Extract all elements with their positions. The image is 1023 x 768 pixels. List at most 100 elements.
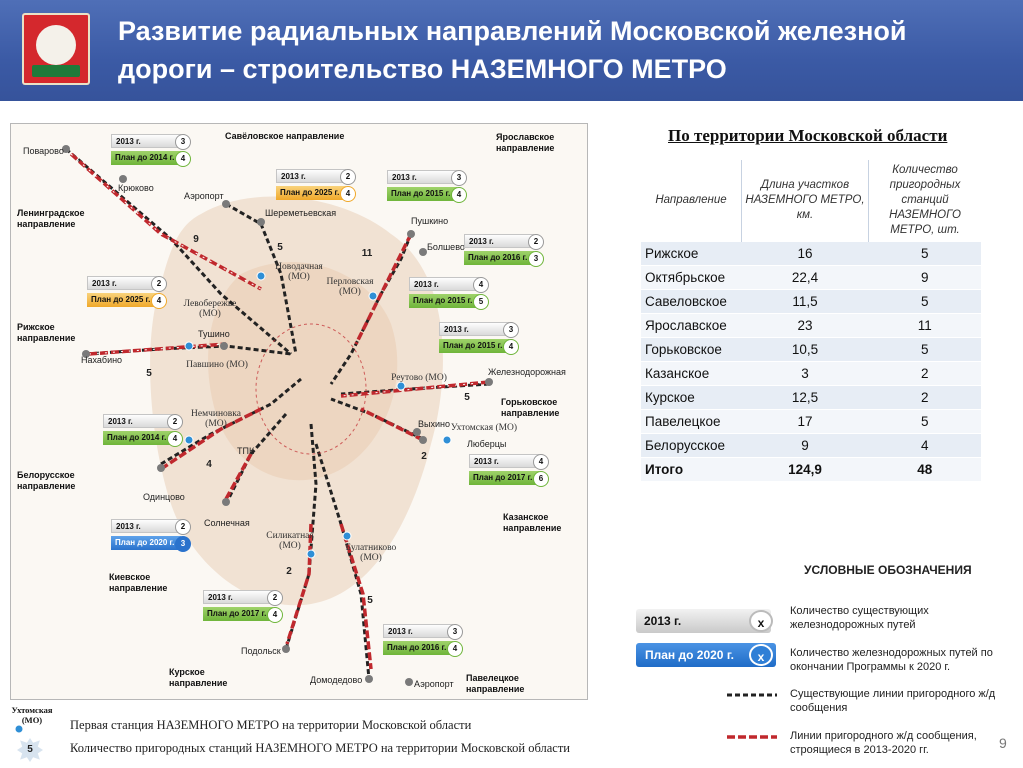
station-zheleznodorozhnaya: Железнодорожная [488, 367, 566, 377]
cell-stations: 5 [868, 289, 981, 314]
cell-direction: Белорусское [641, 433, 742, 458]
direction-paveletsky: Павелецкое направление [466, 673, 525, 694]
badge-plan: План до 2014 г. [111, 151, 181, 165]
cell-stations: 9 [868, 265, 981, 290]
station-nakhabino: Нахабино [81, 355, 123, 365]
sample-station-label: Ухтомская (МО) [11, 705, 53, 725]
station-odintsovo: Одинцово [143, 492, 185, 502]
badge-plan: План до 2014 г. [103, 431, 173, 445]
cell-direction: Павелецкое [641, 409, 742, 434]
table-row: Казанское 3 2 [641, 361, 981, 386]
cell-total: 48 [868, 457, 981, 481]
station-povarovo: Поварово [23, 146, 64, 156]
cell-direction: Рижское [641, 241, 742, 266]
cell-stations: 2 [868, 361, 981, 386]
legend-text-existing: Количество существующих железнодорожных … [790, 605, 929, 631]
badge-year: 2013 г. [111, 134, 181, 148]
station-pushkino: Пушкино [411, 216, 449, 226]
cell-length: 11,5 [741, 289, 869, 314]
badge-plan: План до 2015 г. [387, 187, 457, 201]
badge-plan-value: 4 [340, 186, 356, 202]
track-count-badge: 2013 г. 4 План до 2015 г. 5 [409, 277, 499, 310]
badge-plan: План до 2025 г. [87, 293, 157, 307]
table-title: По территории Московской области [668, 126, 948, 145]
stations-count-star: 5 [267, 236, 293, 260]
badge-year: 2013 г. [276, 169, 346, 183]
badge-year-value: 4 [533, 454, 549, 470]
stations-table: Направление Длина участков НАЗЕМНОГО МЕТ… [641, 160, 981, 481]
legend-x-circle-blue: х [749, 644, 773, 666]
legend-text-new-line: Линии пригородного ж/д сообщения, строящ… [790, 730, 977, 756]
badge-year-value: 2 [175, 519, 191, 535]
badge-plan-value: 4 [167, 431, 183, 447]
track-count-badge: 2013 г. 3 План до 2015 г. 4 [439, 322, 529, 355]
station-sheremetyevo: Шереметьевская [265, 208, 337, 218]
stations-count-star: 4 [196, 453, 222, 477]
track-count-badge: 2013 г. 2 План до 2017 г. 4 [203, 590, 293, 623]
cell-direction: Савеловское [641, 289, 742, 314]
track-count-badge: 2013 г. 2 План до 2014 г. 4 [103, 414, 193, 447]
cell-stations: 2 [868, 385, 981, 410]
badge-year-value: 2 [340, 169, 356, 185]
first-station-dot-icon [14, 724, 24, 734]
badge-plan: План до 2017 г. [203, 607, 273, 621]
direction-leningrad: Ленинградское направление [17, 208, 85, 229]
legend-x-circle: х [749, 610, 773, 632]
cell-total: 124,9 [741, 457, 869, 481]
cell-direction: Курское [641, 385, 742, 410]
badge-plan: План до 2016 г. [464, 251, 534, 265]
stations-count-star: 11 [354, 242, 380, 266]
station-bulatnikovo: Булатниково (МО) [345, 543, 397, 563]
track-count-badge: 2013 г. 4 План до 2017 г. 6 [469, 454, 559, 487]
cell-length: 16 [741, 241, 869, 266]
stations-count-star: 5 [136, 362, 162, 386]
station-levoberezhye: Левобережье (МО) [183, 299, 237, 319]
badge-plan-value: 6 [533, 471, 549, 487]
table-row: Ярославское 23 11 [641, 313, 981, 338]
track-count-badge: 2013 г. 3 План до 2015 г. 4 [387, 170, 477, 203]
stations-count-star: 2 [411, 445, 437, 469]
cell-direction: Ярославское [641, 313, 742, 338]
badge-plan: План до 2017 г. [469, 471, 539, 485]
cell-direction: Казанское [641, 361, 742, 386]
table-row: Белорусское 9 4 [641, 433, 981, 458]
badge-year: 2013 г. [469, 454, 539, 468]
legend-text-plan: Количество железнодорожных путей по окон… [790, 647, 993, 673]
station-nemchinovka: Немчиновка (МО) [191, 409, 241, 429]
header-banner: Развитие радиальных направлений Московск… [0, 0, 1023, 101]
direction-yaroslavl: Ярославское направление [496, 132, 555, 153]
col-header-direction: Направление [641, 160, 742, 242]
badge-year: 2013 г. [87, 276, 157, 290]
badge-year-value: 3 [175, 134, 191, 150]
station-silikatnaya: Силикатная (МО) [266, 531, 314, 551]
cell-stations: 5 [868, 241, 981, 266]
cell-stations: 4 [868, 433, 981, 458]
moscow-oblast-coat-of-arms-icon [22, 13, 90, 85]
station-tushino: Тушино [198, 329, 230, 339]
badge-year: 2013 г. [387, 170, 457, 184]
badge-plan-value: 3 [528, 251, 544, 267]
station-lyubertsy: Люберцы [467, 439, 507, 449]
stations-count-star: 9 [183, 228, 209, 252]
table-row: Курское 12,5 2 [641, 385, 981, 410]
direction-kazan: Казанское направление [503, 512, 562, 533]
station-perlovskaya: Перловская (МО) [326, 277, 374, 297]
badge-year-value: 4 [473, 277, 489, 293]
cell-length: 3 [741, 361, 869, 386]
cell-length: 23 [741, 313, 869, 338]
legend-existing-tracks-box: 2013 г. [636, 609, 771, 633]
track-count-badge: 2013 г. 2 План до 2025 г. 4 [87, 276, 177, 309]
legend-existing-line [727, 693, 777, 697]
note-stations-count: Количество пригородных станций НАЗЕМНОГО… [70, 741, 570, 755]
badge-plan-value: 4 [451, 187, 467, 203]
station-novodachnaya: Новодачная (МО) [275, 262, 323, 282]
station-tpk: ТПК [237, 446, 255, 456]
cell-length: 22,4 [741, 265, 869, 290]
track-count-badge: 2013 г. 2 План до 2025 г. 4 [276, 169, 366, 202]
direction-kursk: Курское направление [169, 667, 228, 688]
badge-year: 2013 г. [383, 624, 453, 638]
badge-year: 2013 г. [409, 277, 479, 291]
station-ukhtomskaya: Ухтомская (МО) [450, 423, 518, 433]
cell-stations: 5 [868, 409, 981, 434]
direction-riga: Рижское направление [17, 322, 76, 343]
